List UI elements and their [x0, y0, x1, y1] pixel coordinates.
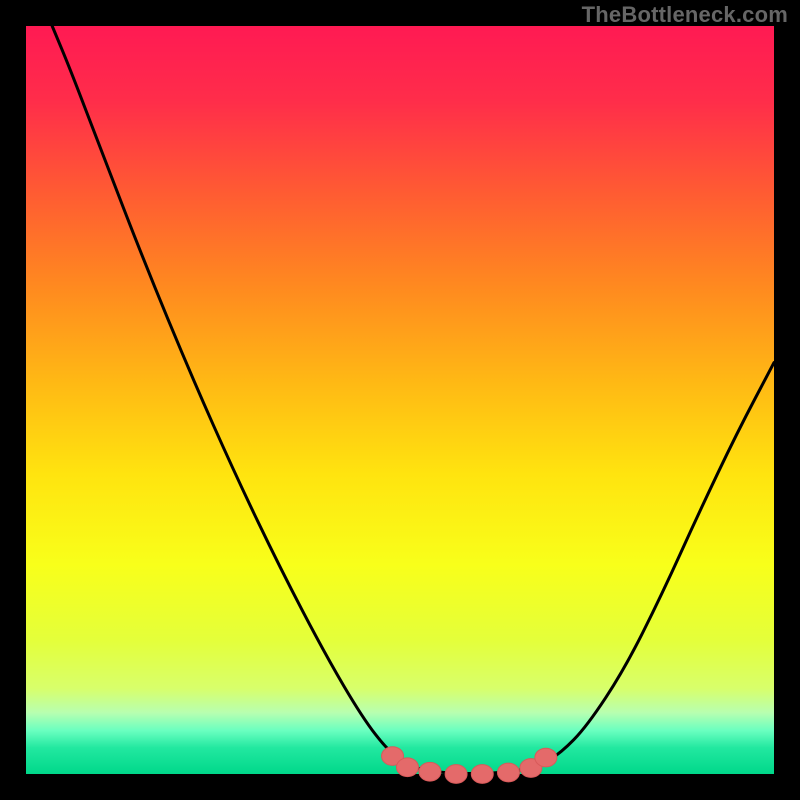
plot-background	[26, 26, 774, 774]
marker-dot	[535, 748, 557, 767]
chart-frame: TheBottleneck.com	[0, 0, 800, 800]
marker-dot	[471, 765, 493, 784]
marker-dot	[497, 763, 519, 782]
marker-dot	[445, 765, 467, 784]
marker-dot	[396, 758, 418, 777]
marker-dot	[419, 762, 441, 781]
bottleneck-chart	[0, 0, 800, 800]
watermark-label: TheBottleneck.com	[582, 2, 788, 28]
